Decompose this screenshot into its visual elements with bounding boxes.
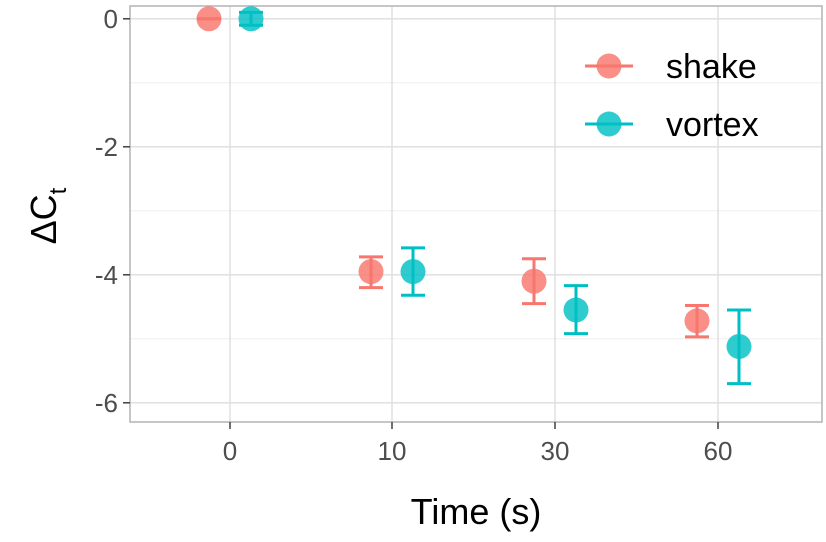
point-shake	[684, 308, 710, 334]
y-axis: 0 -2 -4 -6	[95, 4, 130, 418]
point-vortex	[563, 297, 589, 323]
y-tick-label: 0	[104, 4, 118, 34]
data-marks	[196, 6, 752, 386]
point-vortex	[238, 6, 264, 32]
x-tick-label: 30	[541, 436, 570, 466]
legend-key-point	[596, 53, 622, 79]
x-tick-label: 10	[378, 436, 407, 466]
legend: shake vortex	[585, 48, 759, 144]
point-vortex	[400, 259, 426, 285]
legend-label: vortex	[666, 106, 759, 144]
x-tick-label: 0	[223, 436, 237, 466]
y-axis-title-main: ΔC	[23, 194, 64, 244]
y-tick-label: -4	[95, 260, 118, 290]
point-shake	[521, 268, 547, 294]
x-axis-title: Time (s)	[411, 491, 542, 532]
x-tick-label: 60	[704, 436, 733, 466]
plot-panel-border	[129, 5, 823, 423]
y-tick-label: -6	[95, 388, 118, 418]
y-axis-title-subscript: t	[45, 187, 72, 194]
point-vortex	[726, 333, 752, 359]
legend-label: shake	[666, 48, 757, 86]
y-tick-label: -2	[95, 132, 118, 162]
y-axis-title: ΔCt	[23, 187, 72, 244]
grid	[130, 6, 822, 422]
x-axis: 0 10 30 60	[223, 422, 733, 466]
legend-key-point	[596, 111, 622, 137]
point-shake	[196, 6, 222, 32]
point-shake	[358, 259, 384, 285]
